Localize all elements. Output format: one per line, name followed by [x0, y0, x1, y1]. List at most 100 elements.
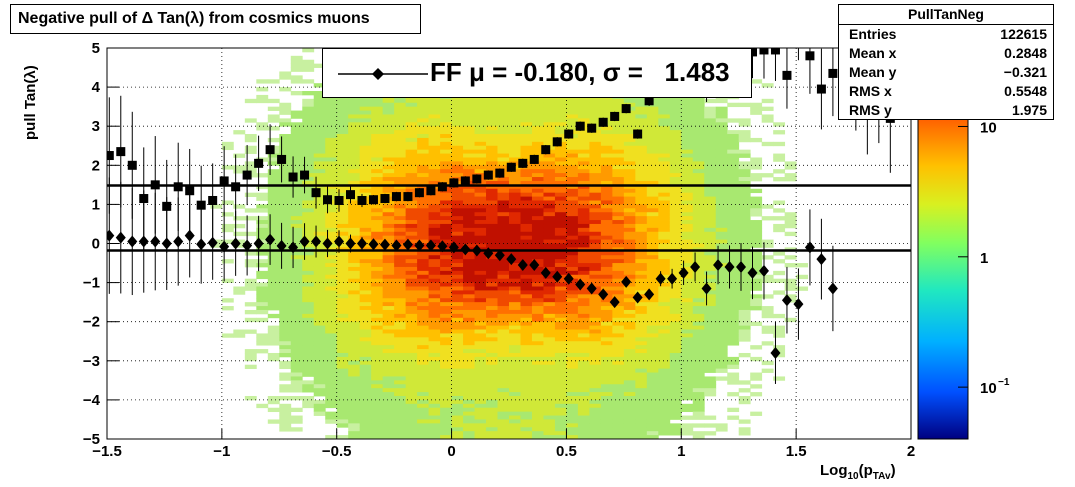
heatmap-cell	[704, 216, 717, 221]
heatmap-cell	[371, 403, 384, 409]
heatmap-cell	[612, 419, 625, 424]
heatmap-cell	[589, 106, 602, 111]
heatmap-cell	[474, 294, 487, 299]
heatmap-cell	[359, 368, 372, 373]
heatmap-cell	[692, 356, 705, 362]
heatmap-cell	[325, 286, 338, 291]
heatmap-cell	[313, 360, 326, 366]
heatmap-cell	[394, 395, 407, 401]
heatmap-cell	[382, 349, 395, 354]
heatmap-cell	[589, 180, 602, 186]
heatmap-cell	[761, 294, 774, 299]
heatmap-cell	[279, 282, 292, 287]
heatmap-cell	[371, 106, 384, 111]
heatmap-cell	[371, 380, 384, 385]
heatmap-cell	[371, 376, 384, 381]
heatmap-cell	[750, 266, 763, 272]
heatmap-cell	[348, 235, 361, 240]
heatmap-cell	[715, 278, 728, 283]
heatmap-cell	[704, 329, 717, 334]
heatmap-cell	[348, 255, 361, 260]
heatmap-cell	[417, 270, 429, 276]
heatmap-cell	[394, 204, 407, 209]
heatmap-cell	[371, 360, 384, 366]
heatmap-cell	[463, 411, 475, 416]
colorbar-tick-label: 1	[980, 250, 988, 267]
mean-point	[804, 241, 815, 254]
heatmap-cell	[371, 137, 384, 143]
heatmap-cell	[600, 372, 613, 377]
heatmap-cell	[635, 356, 648, 362]
heatmap-cell	[325, 313, 338, 319]
heatmap-cell	[336, 419, 349, 424]
heatmap-cell	[577, 130, 590, 135]
heatmap-cell	[715, 360, 728, 366]
heatmap-cell	[336, 372, 349, 377]
heatmap-cell	[669, 302, 682, 307]
heatmap-cell	[681, 415, 694, 420]
heatmap-cell	[692, 266, 705, 272]
heatmap-cell	[543, 157, 556, 162]
heatmap-cell	[612, 395, 625, 401]
heatmap-cell	[554, 294, 567, 299]
heatmap-cell	[497, 192, 510, 197]
heatmap-cell	[566, 306, 579, 311]
heatmap-cell	[543, 282, 556, 287]
heatmap-cell	[233, 290, 246, 295]
heatmap-cell	[290, 122, 303, 127]
heatmap-cell	[497, 333, 510, 338]
heatmap-cell	[313, 180, 326, 186]
heatmap-cell	[543, 177, 556, 182]
heatmap-cell	[440, 423, 452, 428]
heatmap-cell	[623, 407, 636, 413]
heatmap-cell	[681, 106, 694, 111]
heatmap-cell	[589, 263, 602, 268]
heatmap-cell	[474, 153, 487, 158]
heatmap-cell	[635, 173, 648, 178]
heatmap-cell	[669, 110, 682, 115]
heatmap-cell	[440, 134, 452, 139]
heatmap-cell	[692, 173, 705, 178]
heatmap-cell	[428, 231, 441, 237]
heatmap-cell	[509, 212, 521, 217]
heatmap-cell	[336, 169, 349, 174]
heatmap-cell	[531, 243, 544, 248]
heatmap-cell	[543, 212, 556, 217]
heatmap-cell	[658, 114, 671, 119]
heatmap-cell	[600, 403, 613, 409]
heatmap-cell	[371, 263, 384, 268]
x-tick-label: 0.5	[556, 443, 577, 460]
heatmap-cell	[681, 274, 694, 280]
heatmap-cell	[761, 313, 774, 319]
heatmap-cell	[359, 145, 372, 151]
heatmap-cell	[267, 395, 280, 401]
heatmap-cell	[681, 255, 694, 260]
heatmap-cell	[635, 282, 648, 287]
heatmap-cell	[440, 427, 452, 432]
heatmap-cell	[486, 341, 498, 346]
heatmap-cell	[428, 216, 441, 221]
heatmap-cell	[267, 153, 280, 158]
heatmap-cell	[669, 255, 682, 260]
heatmap-cell	[646, 149, 659, 154]
heatmap-cell	[497, 212, 510, 217]
heatmap-cell	[474, 333, 487, 338]
heatmap-cell	[600, 153, 613, 158]
heatmap-cell	[738, 302, 751, 307]
heatmap-cell	[417, 266, 429, 272]
heatmap-cell	[474, 188, 487, 194]
heatmap-cell	[658, 208, 671, 213]
heatmap-cell	[405, 157, 418, 162]
heatmap-cell	[589, 356, 602, 362]
heatmap-cell	[520, 270, 533, 276]
heatmap-cell	[531, 407, 544, 413]
heatmap-cell	[371, 220, 384, 225]
heatmap-cell	[646, 180, 659, 186]
heatmap-cell	[244, 251, 257, 256]
heatmap-cell	[463, 126, 475, 131]
heatmap-cell	[290, 251, 303, 256]
heatmap-cell	[405, 333, 418, 338]
heatmap-cell	[348, 352, 361, 358]
heatmap-cell	[646, 294, 659, 299]
heatmap-cell	[244, 149, 257, 154]
